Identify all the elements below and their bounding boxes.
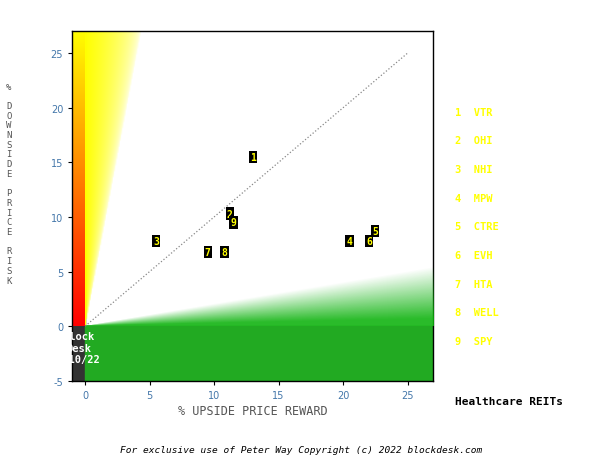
Text: 5  CTRE: 5 CTRE xyxy=(455,222,499,232)
Text: 9  SPY: 9 SPY xyxy=(455,336,492,346)
Text: 1  VTR: 1 VTR xyxy=(455,107,492,118)
Text: 3  NHI: 3 NHI xyxy=(455,165,492,174)
Bar xyxy=(85,32,433,326)
Text: 1: 1 xyxy=(250,152,256,162)
Text: 5: 5 xyxy=(373,227,378,236)
Text: %
 
D
O
W
N
S
I
D
E
 
P
R
I
C
E
 
R
I
S
K: % D O W N S I D E P R I C E R I S K xyxy=(7,82,11,285)
Text: 6: 6 xyxy=(366,236,372,246)
Text: 2  OHI: 2 OHI xyxy=(455,136,492,146)
Text: 8: 8 xyxy=(222,247,228,257)
Text: 7: 7 xyxy=(205,247,211,257)
Text: 6  EVH: 6 EVH xyxy=(455,251,492,260)
Text: Block
Desk
6/10/22: Block Desk 6/10/22 xyxy=(57,331,101,364)
Text: For exclusive use of Peter Way Copyright (c) 2022 blockdesk.com: For exclusive use of Peter Way Copyright… xyxy=(120,445,482,454)
Text: REWARD:RISK
TRADEOFFS FOR: REWARD:RISK TRADEOFFS FOR xyxy=(474,43,562,65)
Text: 9: 9 xyxy=(231,218,237,228)
Bar xyxy=(85,326,433,381)
Text: 3: 3 xyxy=(153,236,159,246)
Text: 4  MPW: 4 MPW xyxy=(455,193,492,203)
Text: 4: 4 xyxy=(347,236,353,246)
Text: 7  HTA: 7 HTA xyxy=(455,279,492,289)
Text: Healthcare REITs: Healthcare REITs xyxy=(455,396,563,406)
Text: 2: 2 xyxy=(227,209,232,219)
Bar xyxy=(72,32,85,381)
Text: 8  WELL: 8 WELL xyxy=(455,308,499,318)
X-axis label: % UPSIDE PRICE REWARD: % UPSIDE PRICE REWARD xyxy=(178,404,327,417)
